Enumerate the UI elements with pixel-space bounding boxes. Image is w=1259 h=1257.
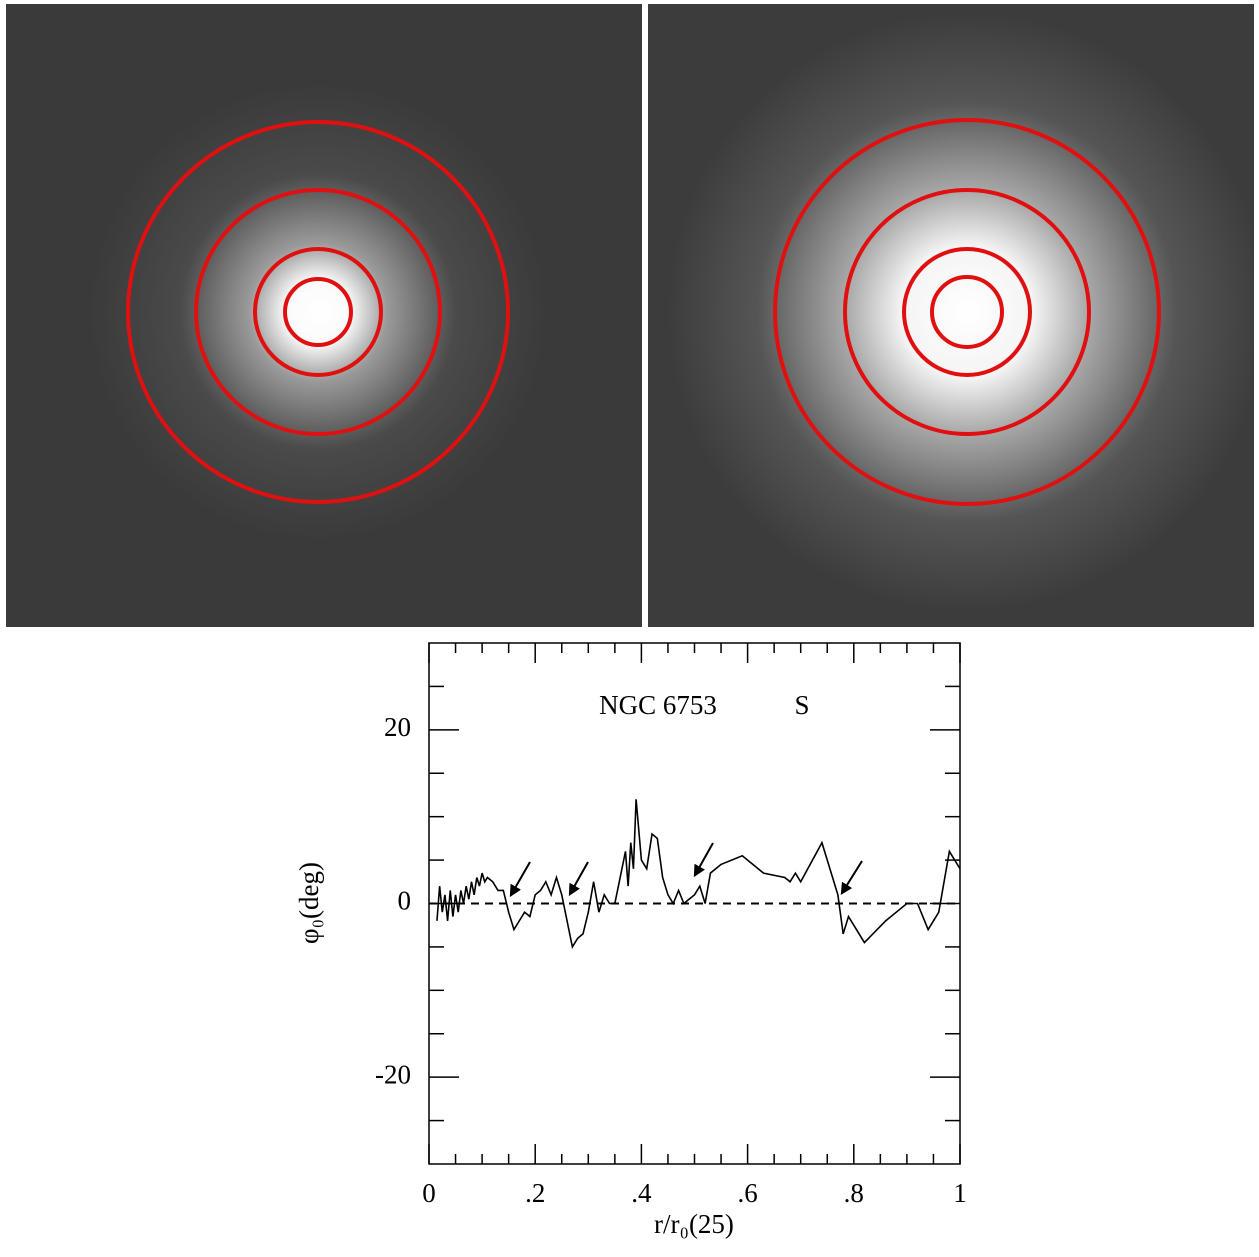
- galaxy-image-left: [6, 4, 642, 627]
- y-tick-label: -20: [375, 1059, 411, 1089]
- x-tick-label: 0: [422, 1178, 436, 1208]
- chart-title: NGC 6753: [599, 690, 717, 720]
- data-line: [436, 799, 961, 950]
- x-tick-label: .2: [525, 1178, 545, 1208]
- y-tick-label: 20: [384, 712, 411, 742]
- chart-subtitle: S: [794, 690, 809, 720]
- x-tick-label: 1: [953, 1178, 967, 1208]
- y-tick-label: 0: [398, 886, 412, 916]
- y-axis-label: φ₀(deg): [294, 862, 324, 944]
- arrows: [509, 842, 863, 898]
- x-tick-label: .6: [737, 1178, 757, 1208]
- x-tick-label: .8: [844, 1178, 864, 1208]
- x-tick-label: .4: [631, 1178, 652, 1208]
- galaxy-image-right: [648, 4, 1254, 627]
- x-axis-label: r/r₀(25): [654, 1209, 734, 1239]
